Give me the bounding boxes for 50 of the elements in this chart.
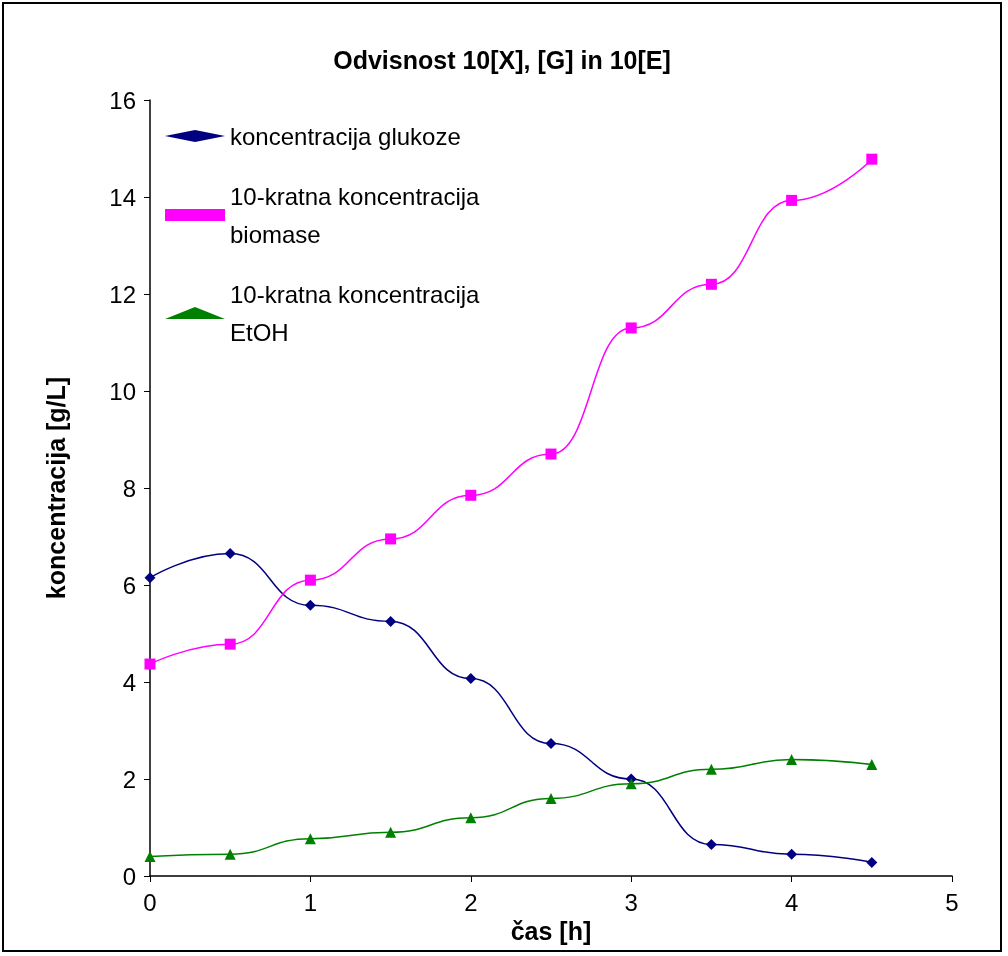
point	[385, 826, 397, 838]
point	[224, 547, 236, 559]
x-tick-label: 1	[303, 888, 318, 916]
y-tick-label: 0	[122, 862, 136, 890]
point	[144, 851, 156, 863]
x-tick-label: 3	[624, 888, 638, 916]
chart-title: Odvisnost 10[X], [G] in 10[E]	[333, 45, 671, 74]
point	[705, 763, 717, 775]
point	[144, 572, 156, 584]
point	[385, 615, 397, 627]
y-tick-label: 14	[109, 183, 136, 211]
y-tick-label: 12	[109, 280, 136, 308]
point	[705, 278, 717, 290]
point	[465, 489, 477, 501]
y-axis-title: koncentracija [g/L]	[41, 376, 70, 600]
point	[465, 812, 477, 824]
point	[144, 658, 156, 670]
y-tick-label: 10	[109, 377, 136, 405]
y-tick-label: 6	[122, 571, 136, 599]
legend-label: koncentracija glukoze	[230, 122, 461, 150]
point	[304, 574, 316, 586]
x-tick-label: 0	[143, 888, 157, 916]
point	[304, 599, 316, 611]
y-tick-label: 8	[122, 474, 136, 502]
x-tick-label: 5	[945, 888, 959, 916]
point	[786, 194, 798, 206]
point	[545, 792, 557, 804]
point	[866, 153, 878, 165]
legend-label: 10-kratna koncentracija EtOH	[230, 280, 487, 346]
point	[224, 848, 236, 860]
point	[385, 533, 397, 545]
point	[545, 448, 557, 460]
x-axis-title: čas [h]	[510, 917, 592, 946]
y-tick-label: 2	[122, 765, 136, 793]
y-tick-label: 16	[109, 86, 136, 114]
point	[465, 673, 477, 685]
point	[625, 322, 637, 334]
point	[786, 848, 798, 860]
y-tick-label: 4	[122, 668, 136, 696]
point	[224, 638, 236, 650]
point	[786, 754, 798, 766]
legend-label: 10-kratna koncentracija biomase	[230, 182, 487, 248]
point	[545, 738, 557, 750]
point	[304, 833, 316, 845]
point	[625, 778, 637, 790]
point	[866, 758, 878, 770]
point	[866, 856, 878, 868]
x-tick-label: 4	[784, 888, 799, 916]
point	[705, 838, 717, 850]
x-tick-label: 2	[464, 888, 478, 916]
